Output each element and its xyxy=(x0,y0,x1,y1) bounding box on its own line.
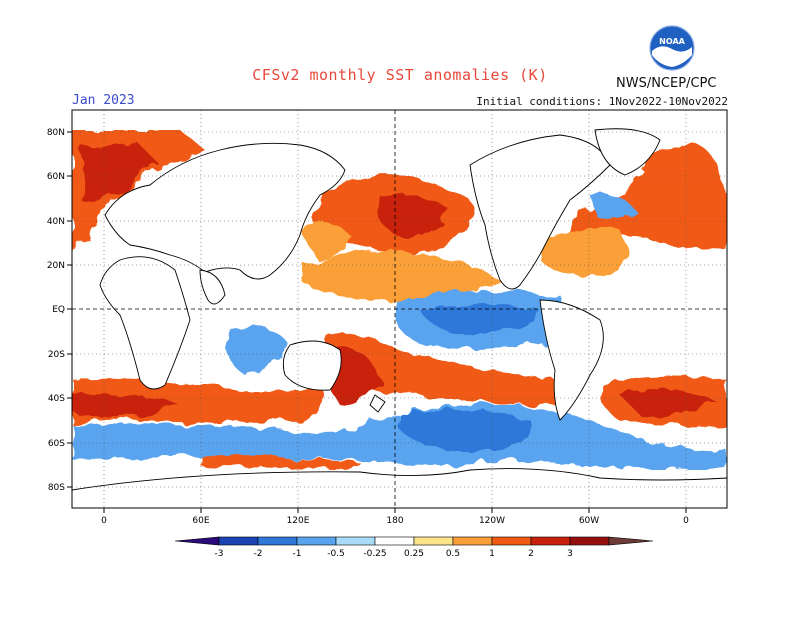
noaa-logo-text: NOAA xyxy=(659,37,685,46)
anomaly-antarctic-edge-warm xyxy=(200,455,360,470)
landmass-greenland xyxy=(594,128,661,176)
landmass-new-zealand xyxy=(369,394,386,413)
colorbar-label-0-5: 0.5 xyxy=(446,549,460,559)
colorbar-swatch xyxy=(218,536,259,546)
landmass-australia xyxy=(282,340,342,391)
lon-label-120w: 120W xyxy=(479,516,505,526)
anomaly-south-atlantic-strong xyxy=(620,391,715,416)
anomaly-north-pacific-strong xyxy=(377,194,450,235)
colorbar-swatch xyxy=(530,536,571,546)
colorbar-label-neg2: -2 xyxy=(254,549,263,559)
colorbar-label-3: 3 xyxy=(567,549,573,559)
lat-label-80s: 80S xyxy=(48,483,65,493)
anomaly-southern-ocean-cool xyxy=(72,404,727,470)
anomaly-north-sea-strong xyxy=(80,145,160,205)
lat-label-60s: 60S xyxy=(48,439,65,449)
lat-label-20n: 20N xyxy=(47,261,65,271)
colorbar-swatch xyxy=(569,536,610,546)
colorbar-swatch xyxy=(413,536,454,546)
landmass-india xyxy=(199,269,226,305)
landmass-south-america xyxy=(539,299,604,421)
lon-label-60e: 60E xyxy=(192,516,209,526)
lat-label-60n: 60N xyxy=(47,172,65,182)
colorbar-swatch xyxy=(296,536,337,546)
organization-label: NWS/NCEP/CPC xyxy=(616,76,717,91)
initial-conditions-label: Initial conditions: 1Nov2022-10Nov2022 xyxy=(476,95,728,108)
map-title: CFSv2 monthly SST anomalies (K) xyxy=(252,66,548,84)
anomaly-south-pacific-warm xyxy=(320,334,560,405)
lon-label-60w: 60W xyxy=(579,516,599,526)
colorbar-label-neg1: -1 xyxy=(293,549,302,559)
colorbar-swatch xyxy=(335,536,376,546)
anomaly-indian-ocean-cool xyxy=(227,327,290,375)
colorbar-swatch xyxy=(374,536,415,546)
lon-label-0-east: 0 xyxy=(683,516,689,526)
lon-label-0-west: 0 xyxy=(101,516,107,526)
colorbar-label-neg0-5: -0.5 xyxy=(327,549,345,559)
colorbar-swatch xyxy=(452,536,493,546)
colorbar-label-2: 2 xyxy=(528,549,534,559)
lat-label-40s: 40S xyxy=(48,394,65,404)
anomaly-labrador-cool xyxy=(590,194,635,219)
anomaly-north-atlantic-warm xyxy=(568,140,727,250)
lon-label-180: 180 xyxy=(386,516,403,526)
landmass-eurasia xyxy=(104,142,346,280)
landmass-antarctica xyxy=(72,468,727,508)
colorbar-arrow-high xyxy=(608,536,654,546)
valid-month-label: Jan 2023 xyxy=(72,93,135,108)
colorbar-label-0-25: 0.25 xyxy=(404,549,424,559)
landmass-north-america xyxy=(469,134,611,290)
anomaly-equatorial-pacific-core xyxy=(420,305,540,335)
lat-label-40n: 40N xyxy=(47,217,65,227)
landmass-africa xyxy=(99,256,191,390)
anomaly-amundsen-sea-cool xyxy=(400,411,532,452)
anomaly-north-atlantic-east xyxy=(540,228,627,276)
reference-lines xyxy=(72,110,727,508)
colorbar-arrow-low xyxy=(174,536,220,546)
noaa-logo: NOAA xyxy=(649,25,695,71)
colorbar-label-neg0-25: -0.25 xyxy=(363,549,386,559)
colorbar-swatch xyxy=(491,536,532,546)
lat-label-eq: EQ xyxy=(52,305,65,315)
colorbar xyxy=(174,536,654,546)
colorbar-label-neg3: -3 xyxy=(215,549,224,559)
anomaly-east-asia-warm xyxy=(300,223,350,259)
colorbar-labels: -3 -2 -1 -0.5 -0.25 0.25 0.5 1 2 3 xyxy=(215,549,573,559)
colorbar-swatch xyxy=(257,536,298,546)
lat-label-80n: 80N xyxy=(47,128,65,138)
lat-label-20s: 20S xyxy=(48,350,65,360)
anomaly-southern-ocean-strong-west xyxy=(72,393,180,418)
colorbar-label-1: 1 xyxy=(489,549,495,559)
anomaly-central-pacific-warm xyxy=(305,251,500,300)
lon-label-120e: 120E xyxy=(287,516,310,526)
